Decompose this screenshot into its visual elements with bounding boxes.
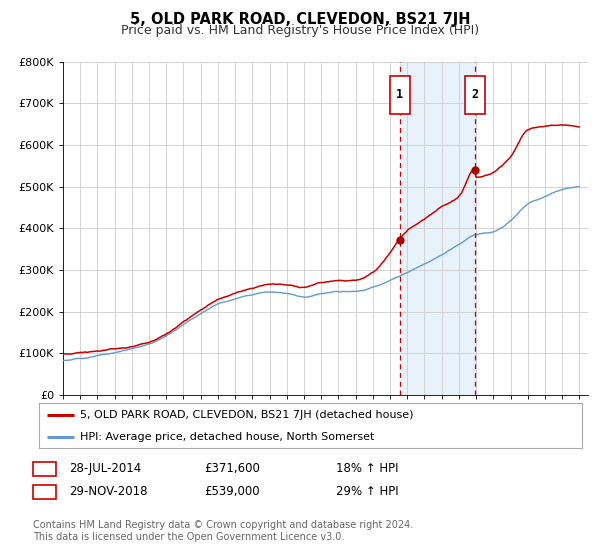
- Text: 28-JUL-2014: 28-JUL-2014: [69, 462, 141, 475]
- Text: £539,000: £539,000: [204, 485, 260, 498]
- FancyBboxPatch shape: [390, 76, 410, 114]
- Text: 5, OLD PARK ROAD, CLEVEDON, BS21 7JH: 5, OLD PARK ROAD, CLEVEDON, BS21 7JH: [130, 12, 470, 27]
- Text: 29-NOV-2018: 29-NOV-2018: [69, 485, 148, 498]
- Text: 2: 2: [471, 88, 478, 101]
- Text: 1: 1: [41, 462, 48, 475]
- Text: HPI: Average price, detached house, North Somerset: HPI: Average price, detached house, Nort…: [80, 432, 374, 442]
- Text: 29% ↑ HPI: 29% ↑ HPI: [336, 485, 398, 498]
- Text: Contains HM Land Registry data © Crown copyright and database right 2024.: Contains HM Land Registry data © Crown c…: [33, 520, 413, 530]
- FancyBboxPatch shape: [464, 76, 485, 114]
- Text: 18% ↑ HPI: 18% ↑ HPI: [336, 462, 398, 475]
- Text: 5, OLD PARK ROAD, CLEVEDON, BS21 7JH (detached house): 5, OLD PARK ROAD, CLEVEDON, BS21 7JH (de…: [80, 410, 413, 421]
- Text: 2: 2: [41, 485, 48, 498]
- Text: Price paid vs. HM Land Registry's House Price Index (HPI): Price paid vs. HM Land Registry's House …: [121, 24, 479, 36]
- Text: This data is licensed under the Open Government Licence v3.0.: This data is licensed under the Open Gov…: [33, 532, 344, 542]
- Text: £371,600: £371,600: [204, 462, 260, 475]
- Bar: [400, 62, 475, 395]
- Text: 1: 1: [396, 88, 403, 101]
